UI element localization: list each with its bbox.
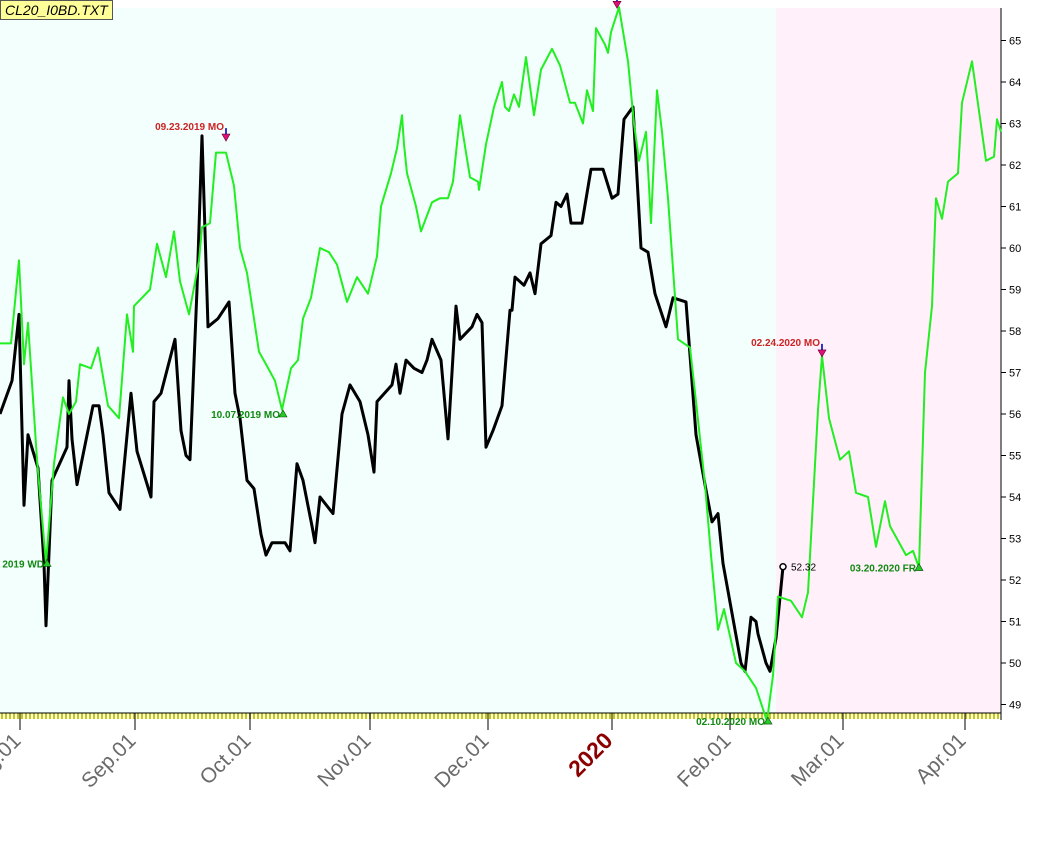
y-tick-label: 59 — [1009, 285, 1021, 297]
x-tick-label: Mar.01 — [787, 729, 849, 791]
y-tick-label: 55 — [1009, 451, 1021, 463]
y-tick-label: 62 — [1009, 160, 1021, 172]
series-line — [0, 6, 1002, 723]
y-tick-label: 54 — [1009, 492, 1021, 504]
peak-marker — [817, 349, 827, 358]
peak-marker — [221, 133, 231, 142]
y-tick-label: 49 — [1009, 700, 1021, 712]
y-tick-label: 65 — [1009, 36, 1021, 48]
trough-label: 10.07.2019 MO — [211, 410, 280, 421]
x-axis-labels: Aug.01 Sep.01 Oct.01 Nov.01 Dec.01 2020 Feb.01… — [0, 713, 971, 793]
trough-marker — [914, 562, 924, 571]
x-tick-label: Sep.01 — [77, 729, 140, 792]
x-tick-label: 2020 — [563, 727, 618, 782]
series-layer — [0, 6, 1002, 723]
y-tick-label: 64 — [1009, 77, 1021, 89]
y-tick-label: 56 — [1009, 409, 1021, 421]
x-tick-label: Feb.01 — [673, 729, 736, 792]
y-tick-label: 50 — [1009, 658, 1021, 670]
series-line — [0, 105, 785, 673]
x-tick-label: Apr.01 — [911, 729, 970, 788]
y-tick-label: 57 — [1009, 368, 1021, 380]
trough-marker — [42, 558, 52, 567]
peak-label: 09.23.2019 MO — [155, 122, 224, 133]
x-tick-label: Nov.01 — [313, 729, 375, 791]
y-tick-label: 53 — [1009, 534, 1021, 546]
trough-label: 2019 WD — [2, 559, 44, 570]
y-tick-label: 60 — [1009, 243, 1021, 255]
trough-label: 02.10.2020 MO — [696, 717, 765, 728]
peak-marker — [612, 0, 622, 9]
peak-label: 02.24.2020 MO — [751, 338, 820, 349]
y-tick-label: 52 — [1009, 575, 1021, 587]
x-tick-label: Oct.01 — [196, 729, 256, 789]
trough-marker — [763, 716, 773, 725]
plot-background-forecast — [776, 8, 1001, 713]
plot-background-historical — [0, 8, 776, 713]
trough-label: 03.20.2020 FR — [850, 564, 917, 575]
x-tick-label: Aug.01 — [0, 729, 26, 792]
last-value-marker: 52.32 — [779, 562, 816, 574]
y-tick-label: 51 — [1009, 617, 1021, 629]
x-minor-ticks — [1, 713, 999, 719]
y-axis-ticks: 49 50 51 52 53 54 55 56 57 58 59 60 61 62 63 64 65 — [1001, 36, 1021, 712]
trough-marker — [278, 409, 288, 418]
chart-title: CL20_I0BD.TXT — [0, 0, 113, 20]
y-tick-label: 61 — [1009, 202, 1021, 214]
y-tick-label: 63 — [1009, 119, 1021, 131]
y-tick-label: 58 — [1009, 326, 1021, 338]
x-tick-label: Dec.01 — [430, 729, 493, 792]
last-value-dot — [779, 562, 787, 571]
last-value-label: 52.32 — [791, 563, 816, 574]
